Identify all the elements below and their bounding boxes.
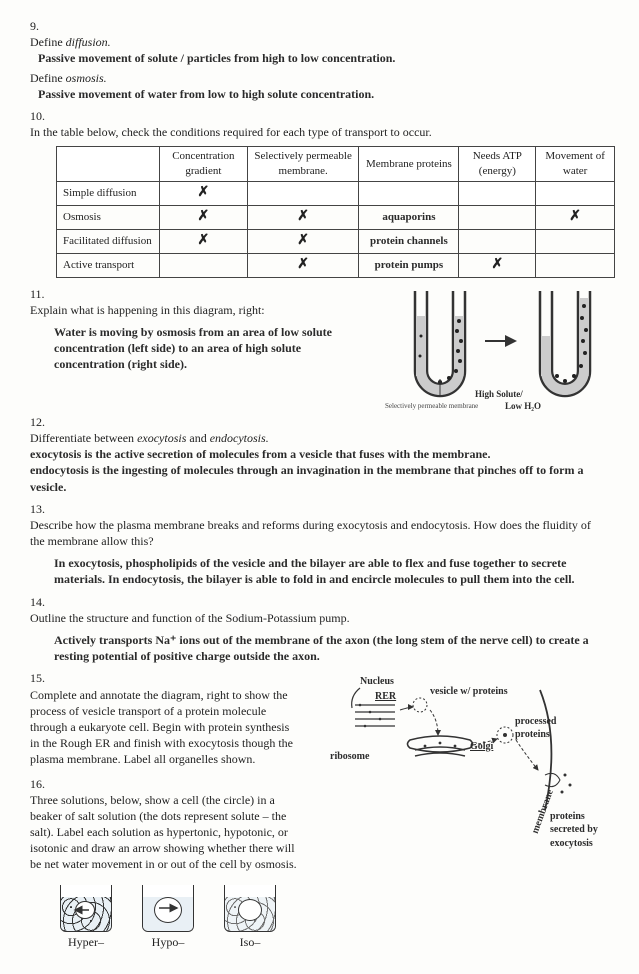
q9-term-b: osmosis. [66,71,107,85]
q14-num: 14. [30,594,50,610]
cell: ✗ [159,229,247,253]
label-membrane: Selectively permeable membrane [385,402,478,411]
beaker-hyper: Hyper– [60,885,112,950]
cell [536,253,615,277]
table-row: Simple diffusion ✗ [57,182,615,206]
vesicle-diagram: Nucleus RER vesicle w/ proteins Golgi pr… [330,670,590,844]
question-11-row: 11. Explain what is happening in this di… [30,286,615,410]
q10-num: 10. [30,108,50,124]
row-label: Osmosis [57,205,160,229]
cell: ✗ [159,205,247,229]
cell [459,205,536,229]
q12-prompt: Differentiate between [30,431,137,445]
label-rer: RER [375,690,396,704]
beaker-hypo: Hypo– [142,885,194,950]
th-prot: Membrane proteins [359,147,459,182]
q9-prompt-a: Define [30,35,63,49]
table-header-row: Concentration gradient Selectively perme… [57,147,615,182]
row-label: Simple diffusion [57,182,160,206]
label-ribosome: ribosome [330,750,369,764]
cell: protein channels [359,229,459,253]
q12-mid: and [186,431,209,445]
label-low-h2o: Low H₂O [505,400,541,412]
cell: protein pumps [359,253,459,277]
question-16: 16. Three solutions, below, show a cell … [30,776,320,873]
question-9: 9. Define diffusion. Passive movement of… [30,18,615,102]
cell [247,182,358,206]
q13-answer: In exocytosis, phospholipids of the vesi… [54,555,615,587]
th-water: Movement of water [536,147,615,182]
th-blank [57,147,160,182]
cell: ✗ [247,253,358,277]
q10-prompt: In the table below, check the conditions… [30,124,593,140]
beaker-row: Hyper– Hypo– Iso– [60,885,615,950]
q9-num: 9. [30,18,50,34]
label-secreted: proteins secreted by exocytosis [550,810,600,851]
q12-term2: endocytosis. [210,431,269,445]
table-row: Osmosis ✗ ✗ aquaporins ✗ [57,205,615,229]
th-conc: Concentration gradient [159,147,247,182]
label-vesicle: vesicle w/ proteins [430,685,508,699]
cell: ✗ [536,205,615,229]
beaker-label: Hyper– [60,934,112,950]
question-12: 12. Differentiate between exocytosis and… [30,414,615,495]
q9-answer-a: Passive movement of solute / particles f… [38,50,593,66]
q16-num: 16. [30,776,50,792]
cell [159,253,247,277]
label-high-solute: High Solute/ [475,388,523,400]
q14-prompt: Outline the structure and function of th… [30,610,593,626]
q13-num: 13. [30,501,50,517]
q11-num: 11. [30,286,50,302]
cell [536,182,615,206]
question-10: 10. In the table below, check the condit… [30,108,615,140]
cell: ✗ [459,253,536,277]
cell: ✗ [159,182,247,206]
th-memb: Selectively permeable membrane. [247,147,358,182]
q9-prompt-b: Define [30,71,63,85]
q14-answer: Actively transports Na⁺ ions out of the … [54,632,615,664]
q9-term-a: diffusion. [66,35,111,49]
q12-answer1: exocytosis is the active secretion of mo… [30,446,593,462]
cell [359,182,459,206]
cell: aquaporins [359,205,459,229]
cell: ✗ [247,205,358,229]
beaker-iso: Iso– [224,885,276,950]
question-14: 14. Outline the structure and function o… [30,594,615,626]
q12-term1: exocytosis [137,431,186,445]
row-label: Active transport [57,253,160,277]
transport-table: Concentration gradient Selectively perme… [56,146,615,277]
q11-prompt: Explain what is happening in this diagra… [30,302,367,318]
label-processed: processed proteins [515,715,590,742]
question-15-row: 15. Complete and annotate the diagram, r… [30,670,615,878]
q9-answer-b: Passive movement of water from low to hi… [38,86,593,102]
beaker-label: Iso– [224,934,276,950]
label-golgi: Golgi [470,740,493,754]
table-row: Active transport ✗ protein pumps ✗ [57,253,615,277]
beaker-label: Hypo– [142,934,194,950]
cell: ✗ [247,229,358,253]
q12-answer2: endocytosis is the ingesting of molecule… [30,462,593,494]
cell [459,229,536,253]
cell [536,229,615,253]
q12-num: 12. [30,414,50,430]
th-atp: Needs ATP (energy) [459,147,536,182]
cell [459,182,536,206]
question-15: 15. Complete and annotate the diagram, r… [30,670,320,767]
q11-answer: Water is moving by osmosis from an area … [54,324,354,373]
question-13: 13. Describe how the plasma membrane bre… [30,501,615,550]
q15-num: 15. [30,670,50,686]
table-row: Facilitated diffusion ✗ ✗ protein channe… [57,229,615,253]
row-label: Facilitated diffusion [57,229,160,253]
q13-prompt: Describe how the plasma membrane breaks … [30,517,593,549]
label-nucleus: Nucleus [360,675,394,689]
q15-prompt: Complete and annotate the diagram, right… [30,687,298,768]
u-tube-diagram: High Solute/ Low H₂O Selectively permeab… [405,286,615,410]
question-11: 11. Explain what is happening in this di… [30,286,389,318]
q16-prompt: Three solutions, below, show a cell (the… [30,792,298,873]
